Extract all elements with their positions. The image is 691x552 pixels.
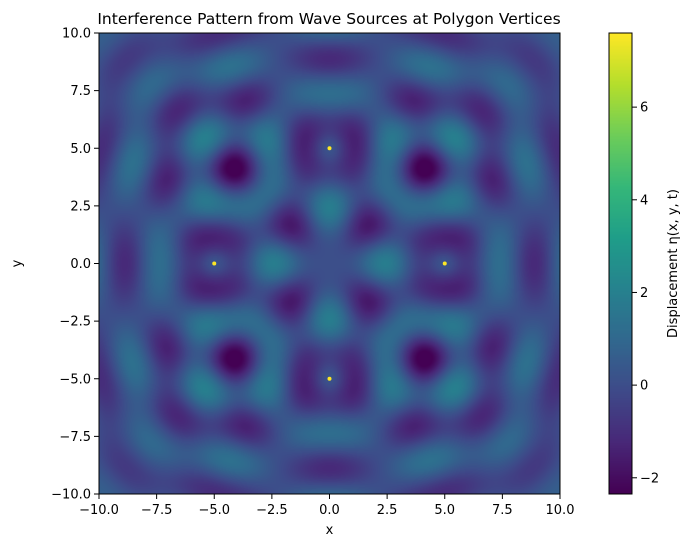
y-tick-label: 10.0 [62,27,91,42]
y-tick-label: 7.5 [70,84,91,99]
x-tick-label: −7.5 [141,503,173,518]
colorbar-tick-label: 4 [640,193,648,208]
y-tick-label: −10.0 [51,488,91,503]
chart-title: Interference Pattern from Wave Sources a… [97,10,560,28]
colorbar-tick-label: −2 [640,471,659,486]
colorbar-tick-label: 6 [640,101,648,116]
wave-source-peak [212,261,217,266]
plot-area [98,32,561,495]
x-axis-ticks: −10.0 −7.5 −5.0 −2.5 0.0 2.5 5.0 7.5 10.0 [79,494,574,518]
y-tick-label: 2.5 [70,199,91,214]
x-tick-label: 7.5 [492,503,513,518]
x-tick-label: 0.0 [319,503,340,518]
x-tick-label: −5.0 [198,503,230,518]
x-axis-label: x [326,523,334,538]
y-tick-label: −2.5 [59,315,91,330]
x-tick-label: −10.0 [79,503,119,518]
y-tick-label: −7.5 [59,430,91,445]
wave-source-peak [327,146,332,151]
colorbar-ticks: −2 0 2 4 6 [632,101,659,486]
wave-source-peak [442,261,447,266]
colorbar-tick-label: 2 [640,286,648,301]
y-axis-label: y [10,259,25,267]
x-tick-label: 2.5 [377,503,398,518]
x-tick-label: 10.0 [546,503,575,518]
colorbar-label: Displacement η(x, y, t) [666,189,681,338]
x-tick-label: −2.5 [256,503,288,518]
colorbar: −2 0 2 4 6 Displacement η(x, y, t) [608,32,681,495]
y-tick-label: 0.0 [70,257,91,272]
heatmap-image [99,33,560,494]
x-tick-label: 5.0 [434,503,455,518]
y-axis-ticks: −10.0 −7.5 −5.0 −2.5 0.0 2.5 5.0 7.5 10.0 [51,27,99,503]
wave-source-peak [327,376,332,381]
colorbar-tick-label: 0 [640,379,648,394]
source-marks [212,146,447,381]
colorbar-gradient [609,33,632,494]
y-tick-label: −5.0 [59,372,91,387]
y-tick-label: 5.0 [70,142,91,157]
colorbar-frame [608,32,633,495]
